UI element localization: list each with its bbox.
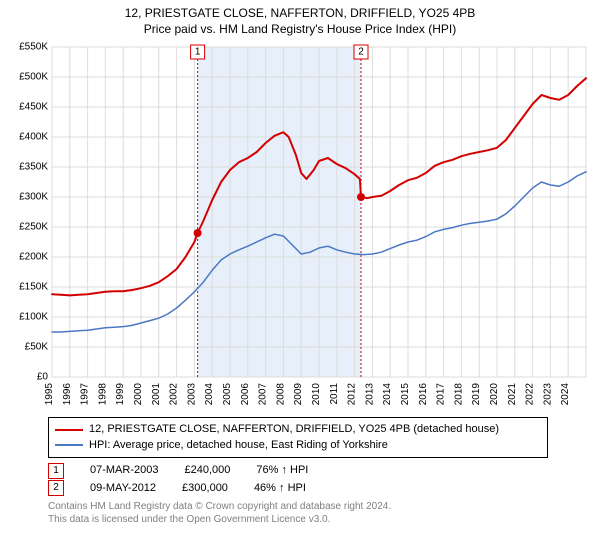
svg-text:2018: 2018 bbox=[453, 383, 464, 406]
svg-text:£550K: £550K bbox=[19, 42, 48, 53]
svg-text:2012: 2012 bbox=[347, 383, 358, 406]
sale-date: 09-MAY-2012 bbox=[90, 480, 156, 498]
svg-text:2009: 2009 bbox=[293, 383, 304, 406]
sale-pct: 76% ↑ HPI bbox=[256, 462, 308, 480]
svg-text:£200K: £200K bbox=[19, 252, 48, 263]
sale-price: £240,000 bbox=[184, 462, 230, 480]
svg-text:£50K: £50K bbox=[25, 342, 49, 353]
svg-text:£100K: £100K bbox=[19, 312, 48, 323]
svg-text:2015: 2015 bbox=[400, 383, 411, 406]
svg-text:2024: 2024 bbox=[560, 383, 571, 406]
svg-text:2021: 2021 bbox=[507, 383, 518, 406]
svg-text:2013: 2013 bbox=[364, 383, 375, 406]
chart-container: 12, PRIESTGATE CLOSE, NAFFERTON, DRIFFIE… bbox=[0, 0, 600, 560]
svg-text:2022: 2022 bbox=[525, 383, 536, 406]
svg-text:£150K: £150K bbox=[19, 282, 48, 293]
svg-text:£300K: £300K bbox=[19, 192, 48, 203]
legend-label: 12, PRIESTGATE CLOSE, NAFFERTON, DRIFFIE… bbox=[89, 422, 499, 437]
footer-line: This data is licensed under the Open Gov… bbox=[48, 514, 592, 527]
svg-text:2: 2 bbox=[358, 47, 364, 58]
sale-date: 07-MAR-2003 bbox=[90, 462, 158, 480]
svg-text:2000: 2000 bbox=[133, 383, 144, 406]
svg-text:2001: 2001 bbox=[151, 383, 162, 406]
legend-label: HPI: Average price, detached house, East… bbox=[89, 438, 388, 453]
chart-title: 12, PRIESTGATE CLOSE, NAFFERTON, DRIFFIE… bbox=[8, 6, 592, 22]
svg-text:1: 1 bbox=[195, 47, 201, 58]
svg-text:2008: 2008 bbox=[275, 383, 286, 406]
svg-text:2011: 2011 bbox=[329, 383, 340, 405]
sale-marker-icon: 1 bbox=[48, 463, 64, 479]
svg-text:2006: 2006 bbox=[240, 383, 251, 406]
table-row: 2 09-MAY-2012 £300,000 46% ↑ HPI bbox=[48, 480, 592, 498]
sale-pct: 46% ↑ HPI bbox=[254, 480, 306, 498]
svg-text:2007: 2007 bbox=[258, 383, 269, 406]
chart-svg: £0 £50K £100K £150K £200K £250K £300K £350K £400… bbox=[8, 41, 592, 411]
svg-text:£500K: £500K bbox=[19, 72, 48, 83]
footer-line: Contains HM Land Registry data © Crown c… bbox=[48, 501, 592, 514]
svg-text:1998: 1998 bbox=[97, 383, 108, 406]
svg-text:2016: 2016 bbox=[418, 383, 429, 406]
svg-text:2002: 2002 bbox=[169, 383, 180, 406]
legend-swatch bbox=[55, 429, 83, 431]
svg-text:£400K: £400K bbox=[19, 132, 48, 143]
svg-text:2005: 2005 bbox=[222, 383, 233, 406]
sale-price: £300,000 bbox=[182, 480, 228, 498]
legend-item: 12, PRIESTGATE CLOSE, NAFFERTON, DRIFFIE… bbox=[55, 422, 541, 437]
sales-table: 1 07-MAR-2003 £240,000 76% ↑ HPI 2 09-MA… bbox=[48, 462, 592, 497]
svg-text:2014: 2014 bbox=[382, 383, 393, 406]
chart-plot-area: £0 £50K £100K £150K £200K £250K £300K £350K £400… bbox=[8, 41, 592, 411]
svg-text:2023: 2023 bbox=[542, 383, 553, 406]
legend-swatch bbox=[55, 444, 83, 446]
svg-text:£250K: £250K bbox=[19, 222, 48, 233]
svg-text:£450K: £450K bbox=[19, 102, 48, 113]
svg-text:2020: 2020 bbox=[489, 383, 500, 406]
svg-text:1999: 1999 bbox=[115, 383, 126, 406]
legend-item: HPI: Average price, detached house, East… bbox=[55, 438, 541, 453]
table-row: 1 07-MAR-2003 £240,000 76% ↑ HPI bbox=[48, 462, 592, 480]
chart-subtitle: Price paid vs. HM Land Registry's House … bbox=[8, 22, 592, 38]
sale-marker-icon: 2 bbox=[48, 480, 64, 496]
legend: 12, PRIESTGATE CLOSE, NAFFERTON, DRIFFIE… bbox=[48, 417, 548, 458]
svg-text:1996: 1996 bbox=[62, 383, 73, 406]
svg-text:£0: £0 bbox=[37, 372, 49, 383]
svg-text:2019: 2019 bbox=[471, 383, 482, 406]
svg-text:1997: 1997 bbox=[80, 383, 91, 406]
svg-text:2010: 2010 bbox=[311, 383, 322, 406]
svg-text:2004: 2004 bbox=[204, 383, 215, 406]
svg-text:£350K: £350K bbox=[19, 162, 48, 173]
svg-text:1995: 1995 bbox=[44, 383, 55, 406]
footer-attribution: Contains HM Land Registry data © Crown c… bbox=[48, 501, 592, 526]
svg-text:2017: 2017 bbox=[436, 383, 447, 406]
svg-text:2003: 2003 bbox=[186, 383, 197, 406]
